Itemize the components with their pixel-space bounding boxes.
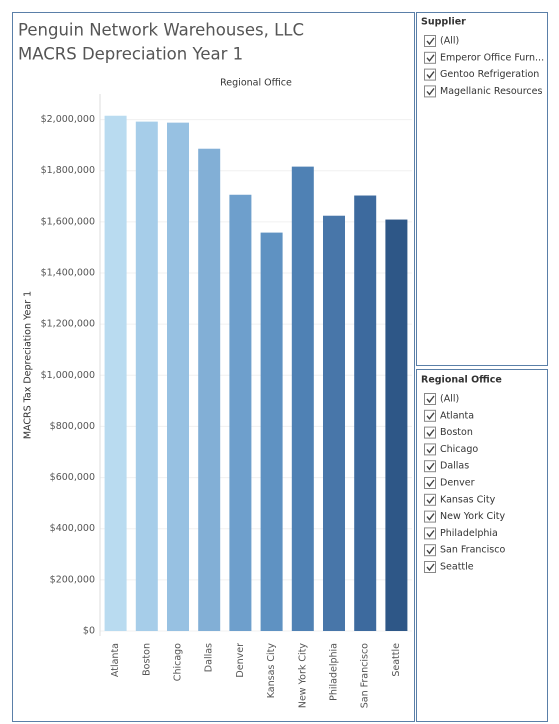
checkmark <box>426 563 435 572</box>
checkmark <box>426 462 435 471</box>
checkmark <box>426 71 435 79</box>
checkmark <box>426 87 435 96</box>
filter-item[interactable]: Emperor Office Furn... <box>440 52 544 63</box>
x-tick-label: Chicago <box>173 643 184 681</box>
filter-item[interactable]: San Francisco <box>440 545 505 556</box>
filter-title: Supplier <box>421 17 466 28</box>
bar <box>260 232 283 631</box>
x-tick-label: Atlanta <box>110 643 121 677</box>
x-tick-label: San Francisco <box>360 643 371 708</box>
y-tick-label: $1,600,000 <box>41 216 95 227</box>
checkbox[interactable] <box>424 561 436 573</box>
checkbox[interactable] <box>424 68 436 81</box>
x-tick-label: New York City <box>297 643 308 709</box>
filter-item[interactable]: Gentoo Refrigeration <box>440 69 539 80</box>
checkbox[interactable] <box>424 426 436 439</box>
checkmark <box>426 546 435 555</box>
y-tick-label: $200,000 <box>50 574 95 585</box>
y-tick-label: $800,000 <box>50 421 95 432</box>
checkbox[interactable] <box>424 493 436 506</box>
y-tick-label: $2,000,000 <box>41 114 95 125</box>
x-tick-label: Denver <box>235 643 246 678</box>
region-panel <box>416 369 548 722</box>
x-tick-label: Philadelphia <box>329 643 340 701</box>
filter-item[interactable]: (All) <box>440 36 459 47</box>
checkmark <box>426 54 435 62</box>
bar <box>385 219 408 631</box>
bar <box>198 148 221 632</box>
filter-item[interactable]: Atlanta <box>440 410 474 421</box>
checkmark <box>426 496 435 504</box>
bar <box>354 195 377 632</box>
filter-item[interactable]: (All) <box>440 394 459 405</box>
y-tick-label: $1,800,000 <box>41 165 95 176</box>
checkbox[interactable] <box>424 510 436 523</box>
filter-item[interactable]: Seattle <box>440 562 474 573</box>
checkmark <box>426 479 435 488</box>
y-tick-label: $600,000 <box>50 472 95 483</box>
x-tick-label: Dallas <box>204 643 215 672</box>
checkbox[interactable] <box>424 51 436 64</box>
chart-panel <box>12 12 415 722</box>
checkbox[interactable] <box>424 460 436 473</box>
filter-item[interactable]: Denver <box>440 478 475 489</box>
checkbox[interactable] <box>424 409 436 422</box>
bar <box>291 166 314 631</box>
checkmark <box>426 529 435 538</box>
checkmark <box>426 429 435 437</box>
bar <box>135 121 158 632</box>
x-tick-label: Seattle <box>391 643 402 677</box>
filter-item[interactable]: Chicago <box>440 444 478 455</box>
checkbox[interactable] <box>424 35 436 47</box>
filter-title: Regional Office <box>421 375 502 386</box>
x-tick-label: Boston <box>141 643 152 676</box>
y-axis-label: MACRS Tax Depreciation Year 1 <box>23 291 34 439</box>
filter-item[interactable]: Kansas City <box>440 494 496 505</box>
x-tick-label: Kansas City <box>266 643 277 699</box>
filter-item[interactable]: Magellanic Resources <box>440 86 542 97</box>
chart-title: Penguin Network Warehouses, LLC <box>18 21 304 40</box>
filter-item[interactable]: Philadelphia <box>440 528 498 539</box>
filter-item[interactable]: Boston <box>440 427 473 438</box>
checkmark <box>426 445 435 454</box>
filter-item[interactable]: New York City <box>440 511 506 522</box>
checkbox[interactable] <box>424 443 436 456</box>
bar <box>229 194 252 631</box>
supplier-panel <box>416 12 548 366</box>
chart-subtitle: MACRS Depreciation Year 1 <box>18 45 243 64</box>
checkbox[interactable] <box>424 477 436 489</box>
checkbox[interactable] <box>424 393 436 405</box>
bar <box>104 115 127 631</box>
checkbox[interactable] <box>424 527 436 540</box>
bar <box>167 122 189 631</box>
checkmark <box>426 395 435 404</box>
checkbox[interactable] <box>424 544 436 557</box>
y-tick-label: $1,000,000 <box>41 370 95 381</box>
y-tick-label: $400,000 <box>50 523 95 534</box>
checkmark <box>426 513 435 521</box>
y-tick-label: $1,200,000 <box>41 319 95 330</box>
filter-item[interactable]: Dallas <box>440 461 469 472</box>
checkbox[interactable] <box>424 85 436 98</box>
checkmark <box>426 412 435 420</box>
y-tick-label: $0 <box>83 626 95 637</box>
bar <box>323 215 345 631</box>
y-tick-label: $1,400,000 <box>41 268 95 279</box>
column-header: Regional Office <box>220 78 292 89</box>
checkmark <box>426 37 435 46</box>
